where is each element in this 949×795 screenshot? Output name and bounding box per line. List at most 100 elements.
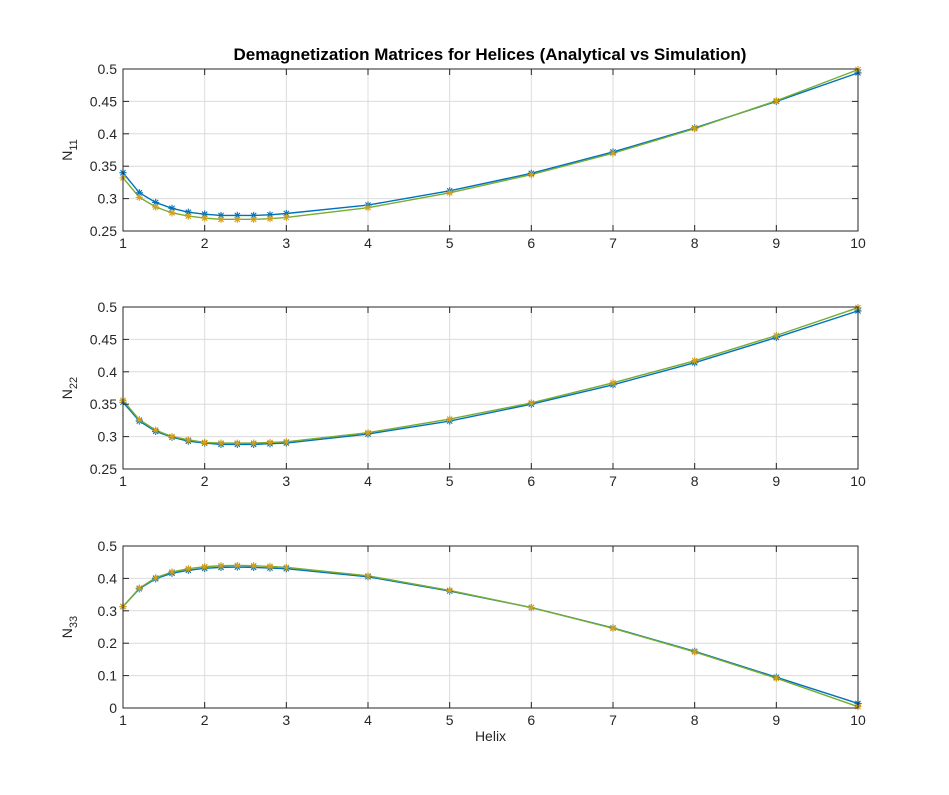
marker-glyph <box>152 203 160 211</box>
marker-glyph <box>168 209 176 217</box>
x-tick-label: 3 <box>282 473 290 489</box>
marker-glyph <box>184 436 192 444</box>
series-2-line <box>122 306 859 444</box>
y-tick-label: 0.25 <box>90 223 117 239</box>
series-2-marker <box>772 331 780 340</box>
plot-area <box>123 307 858 469</box>
x-tick-label: 2 <box>201 473 209 489</box>
marker-glyph <box>168 204 176 212</box>
y-axis-label-subscript: 33 <box>68 616 80 628</box>
x-tick-label: 8 <box>691 473 699 489</box>
marker-glyph <box>772 331 780 340</box>
marker-glyph <box>266 215 274 223</box>
marker-glyph <box>233 211 241 220</box>
marker-glyph <box>527 171 535 179</box>
series-2-marker <box>250 562 258 570</box>
series-2-marker <box>217 562 225 570</box>
series-1-marker <box>135 189 143 197</box>
marker-glyph <box>691 125 699 133</box>
x-tick-label: 2 <box>201 712 209 728</box>
y-tick-label: 0.2 <box>98 635 118 651</box>
y-tick-label: 0.35 <box>90 396 117 412</box>
y-tick-label: 0.4 <box>98 570 118 586</box>
series-2-marker <box>527 171 535 179</box>
series-1-marker <box>217 211 225 220</box>
x-tick-label: 10 <box>850 712 866 728</box>
marker-glyph <box>364 204 372 212</box>
x-tick-label: 6 <box>527 235 535 251</box>
marker-glyph <box>217 215 225 223</box>
series-2-marker <box>135 193 143 201</box>
marker-glyph <box>691 357 699 365</box>
series-2-marker <box>201 438 209 447</box>
y-tick-label: 0.4 <box>98 126 118 142</box>
x-tick-label: 8 <box>691 712 699 728</box>
y-tick-label: 0.3 <box>98 603 118 619</box>
x-tick-label: 5 <box>446 712 454 728</box>
series-2-marker <box>282 563 290 571</box>
y-axis-label: N11 <box>59 139 80 161</box>
marker-glyph <box>282 438 290 446</box>
series-2-marker <box>233 215 241 223</box>
series-1-marker <box>282 209 290 218</box>
x-axis-label: Helix <box>475 728 506 744</box>
x-tick-label: 7 <box>609 235 617 251</box>
series-2-marker <box>364 429 372 437</box>
series-2-marker <box>446 586 454 594</box>
marker-glyph <box>364 572 372 580</box>
marker-glyph <box>135 189 143 197</box>
x-tick-label: 10 <box>850 235 866 251</box>
marker-glyph <box>217 211 225 220</box>
x-tick-label: 4 <box>364 235 372 251</box>
marker-glyph <box>250 211 258 220</box>
marker-glyph <box>250 562 258 570</box>
x-tick-label: 10 <box>850 473 866 489</box>
x-tick-label: 4 <box>364 473 372 489</box>
series-2-marker <box>266 562 274 571</box>
series-1-marker <box>266 211 274 219</box>
series-1-line <box>122 72 859 217</box>
series-2-marker <box>691 648 699 656</box>
x-tick-label: 9 <box>772 235 780 251</box>
marker-glyph <box>609 149 617 157</box>
y-tick-label: 0.3 <box>98 191 118 207</box>
subplot-2: 1 2 3 4 5 6 7 8 9 10 0.25 0.3 0.35 0.4 0.45 0.5 N22 <box>59 299 866 489</box>
marker-glyph <box>364 429 372 437</box>
x-tick-label: 1 <box>119 712 127 728</box>
x-tick-label: 9 <box>772 473 780 489</box>
series-2-marker <box>233 561 241 570</box>
figure-title: Demagnetization Matrices for Helices (An… <box>234 45 747 64</box>
marker-glyph <box>266 562 274 571</box>
y-tick-label: 0 <box>109 700 117 716</box>
marker-glyph <box>135 193 143 201</box>
marker-glyph <box>201 214 209 222</box>
series-2-marker <box>168 209 176 217</box>
series-2-marker <box>609 624 617 632</box>
series-2-marker <box>184 565 192 573</box>
y-axis-label-main: N <box>59 628 75 638</box>
marker-glyph <box>266 438 274 447</box>
x-tick-label: 6 <box>527 712 535 728</box>
y-tick-label: 0.5 <box>98 299 118 315</box>
series-2-marker <box>446 415 454 423</box>
x-tick-label: 6 <box>527 473 535 489</box>
marker-glyph <box>201 563 209 571</box>
marker-glyph <box>446 586 454 594</box>
series-2-marker <box>135 416 143 424</box>
marker-glyph <box>282 213 290 221</box>
subplot-3: 1 2 3 4 5 6 7 8 9 10 0 0.1 0.2 0.3 0.4 0.5 N33 Helix <box>59 538 866 744</box>
series-2-marker <box>527 399 535 407</box>
series-2-marker <box>201 563 209 571</box>
marker-glyph <box>184 212 192 220</box>
series-2-marker <box>168 433 176 441</box>
series-2-marker <box>152 203 160 211</box>
y-axis-label-subscript: 11 <box>68 139 80 150</box>
axes-box <box>122 306 859 470</box>
series-2-marker <box>217 215 225 223</box>
subplot-1: 1 2 3 4 5 6 7 8 9 10 0.25 0.3 0.35 0.4 0.45 0.5 N11 <box>59 61 866 251</box>
x-tick-label: 7 <box>609 712 617 728</box>
marker-glyph <box>609 624 617 632</box>
series-2-marker <box>184 212 192 220</box>
y-tick-label: 0.35 <box>90 158 117 174</box>
marker-glyph <box>168 568 176 576</box>
